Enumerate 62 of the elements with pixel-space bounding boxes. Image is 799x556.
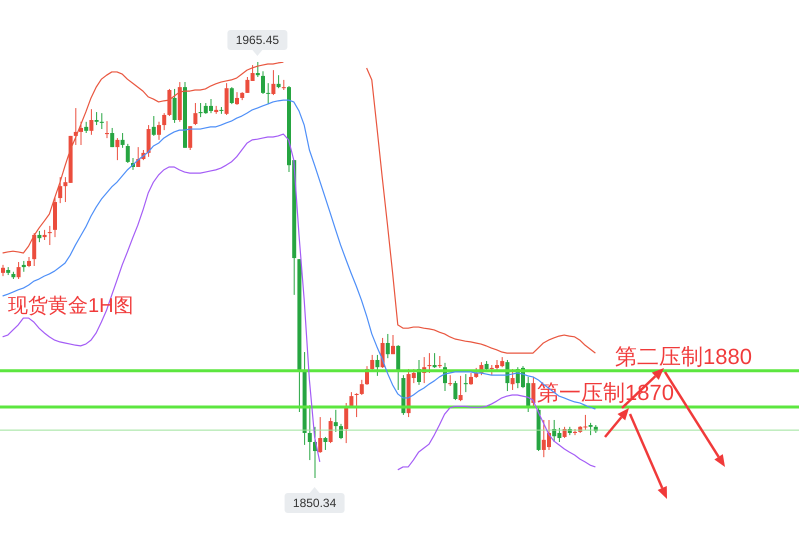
candlestick: [448, 374, 452, 386]
candlestick: [354, 392, 359, 418]
annotation: 1850.34: [292, 496, 337, 510]
candlestick: [370, 354, 374, 372]
candlestick: [588, 422, 593, 436]
candlestick: [146, 124, 151, 158]
candlestick: [464, 374, 468, 393]
candlestick: [79, 121, 83, 146]
candlestick: [84, 121, 88, 134]
candlestick: [261, 70, 265, 94]
candlestick: [308, 404, 312, 461]
candlestick: [328, 417, 333, 444]
candlestick: [256, 62, 260, 78]
candlestick: [438, 355, 442, 368]
candlestick: [193, 102, 198, 126]
candlestick: [484, 360, 489, 371]
candlestick: [100, 112, 104, 130]
candlestick: [531, 376, 536, 408]
candlestick: [105, 120, 109, 139]
candlestick: [157, 121, 161, 140]
candlestick: [120, 132, 125, 148]
candlestick: [58, 176, 62, 204]
candlestick: [126, 143, 130, 164]
candlestick: [172, 88, 177, 124]
candlestick: [235, 92, 239, 106]
candlestick: [391, 334, 395, 355]
candlestick: [152, 116, 156, 136]
candlestick: [386, 333, 390, 359]
candlestick: [510, 368, 515, 390]
candlestick: [375, 354, 380, 376]
candlestick: [230, 86, 234, 105]
candlestick: [94, 112, 99, 126]
annotation: 1965.45: [236, 33, 280, 47]
candlestick: [360, 379, 364, 396]
candlestick: [334, 409, 338, 432]
candlestick: [266, 82, 270, 105]
ref-line-label: 第二压制1880: [615, 344, 752, 369]
candlestick: [432, 352, 437, 368]
candlestick: [16, 262, 21, 280]
candlestick: [27, 256, 31, 268]
candlestick: [1, 264, 5, 277]
candlestick: [490, 364, 494, 376]
candlestick: [48, 225, 52, 246]
candlestick: [37, 230, 42, 243]
candlestick: [339, 423, 343, 440]
candlestick: [453, 380, 458, 401]
candlestick: [89, 108, 94, 136]
candlestick: [22, 260, 26, 272]
candlestick: [323, 436, 328, 450]
candlestick: [110, 127, 114, 148]
candlestick: [469, 372, 473, 386]
candlestick: [458, 375, 463, 402]
candlestick: [276, 74, 281, 89]
candlestick: [188, 126, 192, 150]
candlestick: [318, 416, 322, 454]
candlestick: [42, 229, 47, 240]
candlestick: [115, 138, 120, 161]
candlestick: [344, 402, 348, 444]
candlestick: [162, 112, 166, 131]
candlestick: [282, 79, 286, 91]
candlestick: [427, 352, 432, 374]
candlestick: [271, 70, 276, 96]
